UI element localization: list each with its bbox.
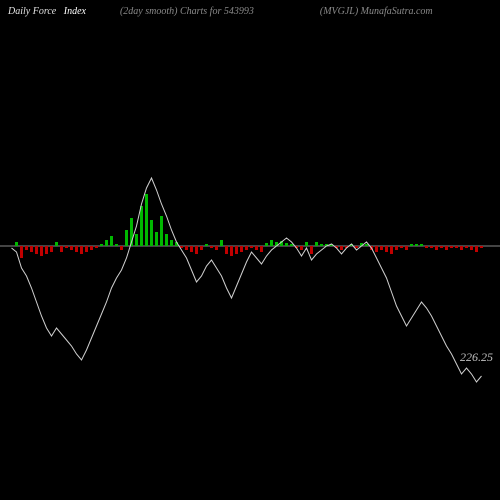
source-label: (MVGJL) MunafaSutra.com: [320, 6, 433, 17]
title-part2: Index: [64, 6, 86, 17]
chart-header: Daily Force Index (2day smooth) Charts f…: [0, 6, 500, 17]
chart-svg: [0, 20, 500, 500]
title-part1: Daily Force: [8, 6, 56, 17]
subtitle: (2day smooth) Charts for 543993: [120, 6, 254, 17]
title-main: Daily Force Index: [8, 6, 86, 17]
price-value-label: 226.25: [460, 350, 493, 365]
chart-area: [0, 20, 500, 500]
